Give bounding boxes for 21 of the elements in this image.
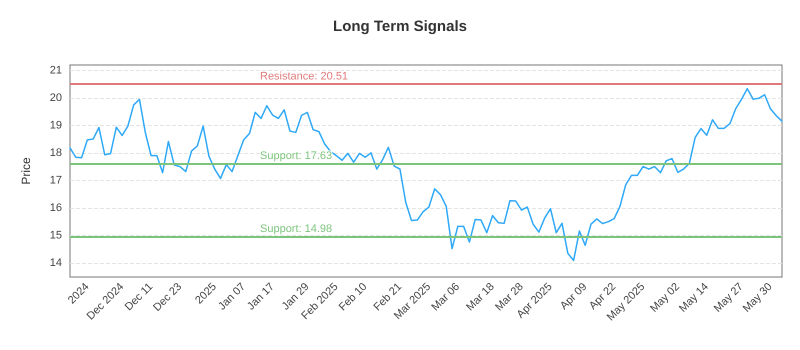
x-tick-label: Dec 23: [151, 280, 184, 314]
x-tick-label: Feb 10: [336, 280, 370, 314]
line-series: [69, 88, 783, 262]
y-tick-label: 19: [50, 120, 62, 132]
y-tick-label: 17: [50, 174, 62, 187]
x-tick-label: Jan 07: [216, 280, 248, 313]
y-tick-label: 20: [50, 92, 62, 104]
x-tick-label: Mar 06: [429, 280, 462, 314]
y-tick-label: 14: [50, 257, 62, 270]
y-tick-label: 18: [50, 147, 62, 160]
x-tick-label: May 30: [740, 280, 775, 315]
x-tick-label: Jan 17: [245, 280, 277, 313]
chart-title: Long Term Signals: [333, 18, 467, 35]
ref-line-label: Resistance: 20.51: [260, 70, 348, 82]
y-tick-label: 15: [50, 230, 62, 242]
ref-line-label: Support: 14.98: [260, 222, 332, 235]
y-axis-title: Price: [19, 157, 33, 185]
ref-line-label: Support: 17.63: [260, 150, 332, 162]
y-tick-label: 16: [50, 202, 62, 214]
y-tick-label: 21: [50, 64, 62, 77]
x-tick-label: Apr 09: [558, 280, 590, 312]
